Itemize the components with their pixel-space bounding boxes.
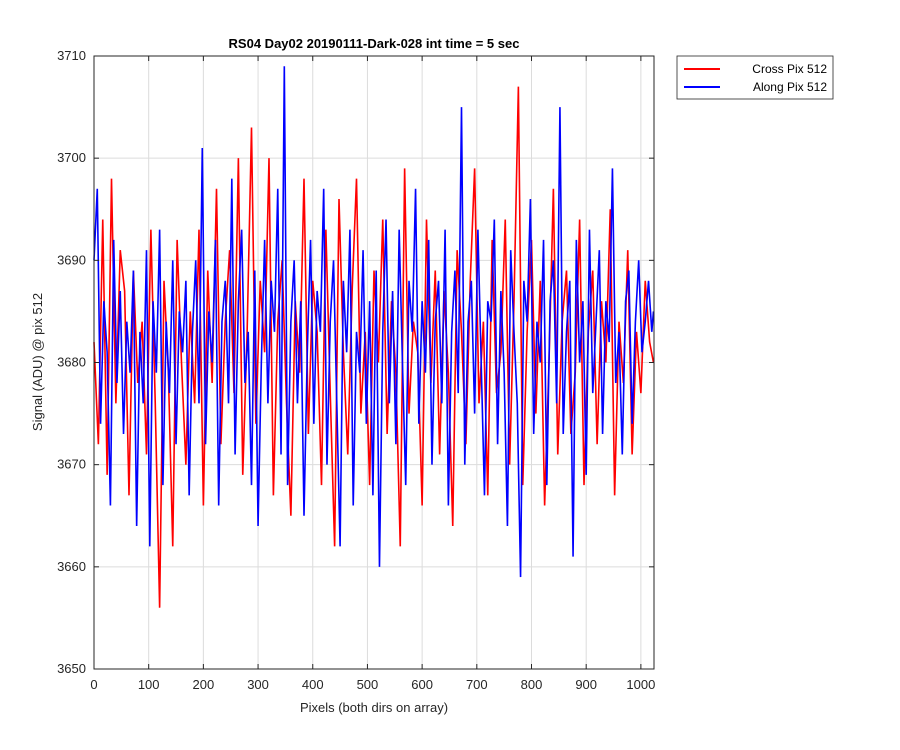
y-tick-label: 3680 <box>57 355 86 370</box>
y-tick-label: 3670 <box>57 457 86 472</box>
x-tick-label: 500 <box>357 677 379 692</box>
legend-label-along: Along Pix 512 <box>753 80 827 94</box>
x-tick-label: 900 <box>575 677 597 692</box>
x-axis-label: Pixels (both dirs on array) <box>300 700 448 715</box>
y-tick-label: 3710 <box>57 48 86 63</box>
x-tick-label: 600 <box>411 677 433 692</box>
x-tick-label: 400 <box>302 677 324 692</box>
x-tick-label: 100 <box>138 677 160 692</box>
axis-ticks <box>93 55 654 670</box>
x-tick-label: 200 <box>193 677 215 692</box>
series-line-along-pix <box>93 66 655 578</box>
y-tick-label: 3700 <box>57 150 86 165</box>
y-tick-label: 3690 <box>57 252 86 267</box>
legend-label-cross: Cross Pix 512 <box>752 62 827 76</box>
series-layer <box>93 66 655 608</box>
x-tick-label: 1000 <box>626 677 655 692</box>
y-tick-label: 3650 <box>57 661 86 676</box>
tick-labels: 0 100 200 300 400 500 600 700 800 900 1000 3650 3660… <box>57 48 655 692</box>
legend: Cross Pix 512 Along Pix 512 <box>676 55 834 100</box>
y-axis-label: Signal (ADU) @ pix 512 <box>30 293 45 431</box>
x-tick-label: 0 <box>90 677 97 692</box>
x-tick-label: 300 <box>247 677 269 692</box>
x-tick-label: 800 <box>521 677 543 692</box>
y-tick-label: 3660 <box>57 559 86 574</box>
x-tick-label: 700 <box>466 677 488 692</box>
legend-box <box>676 55 834 100</box>
chart-title: RS04 Day02 20190111-Dark-028 int time = … <box>229 36 520 51</box>
